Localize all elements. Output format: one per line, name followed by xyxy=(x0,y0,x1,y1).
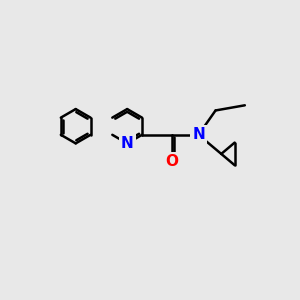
Text: O: O xyxy=(165,154,178,169)
Text: N: N xyxy=(192,127,205,142)
Text: N: N xyxy=(121,136,134,151)
